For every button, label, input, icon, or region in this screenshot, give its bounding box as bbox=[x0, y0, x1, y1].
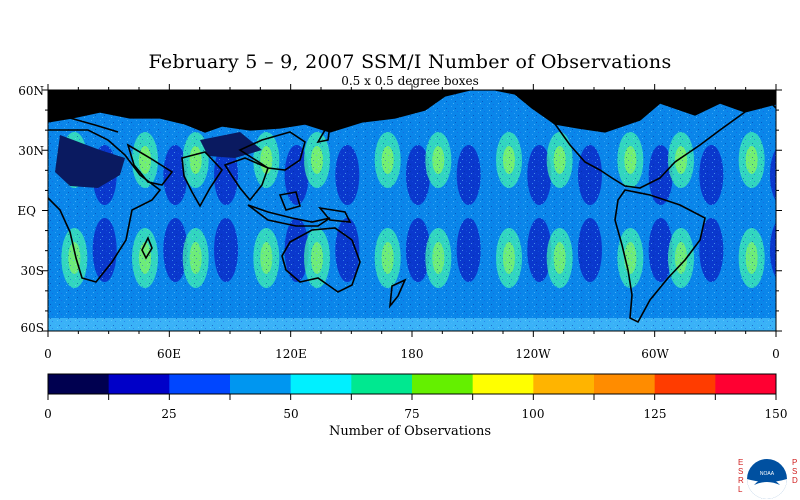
coast-madagascar bbox=[141, 236, 153, 260]
colorbar-swatch bbox=[594, 374, 656, 394]
colorbar-swatch bbox=[412, 374, 474, 394]
land-north bbox=[48, 90, 776, 133]
land-tibet bbox=[200, 132, 262, 158]
colorbar-swatch bbox=[230, 374, 292, 394]
colorbar-swatch bbox=[654, 374, 716, 394]
cb-label-100: 100 bbox=[522, 407, 545, 421]
colorbar-swatch bbox=[533, 374, 595, 394]
lat-label-60n: 60N bbox=[18, 84, 44, 98]
colorbar-swatch bbox=[472, 374, 534, 394]
noaa-bird bbox=[754, 478, 780, 485]
lon-label-60e: 60E bbox=[157, 347, 181, 361]
cb-label-25: 25 bbox=[161, 407, 176, 421]
colorbar-swatch bbox=[48, 374, 110, 394]
chart-subtitle: 0.5 x 0.5 degree boxes bbox=[341, 74, 479, 88]
lon-label-120w: 120W bbox=[515, 347, 551, 361]
lon-label-120e: 120E bbox=[275, 347, 307, 361]
cb-label-0: 0 bbox=[44, 407, 52, 421]
colorbar-swatch bbox=[169, 374, 231, 394]
colorbar-swatch bbox=[108, 374, 170, 394]
chart-title: February 5 – 9, 2007 SSM/I Number of Obs… bbox=[148, 51, 672, 73]
lat-label-eq: EQ bbox=[17, 204, 36, 218]
cb-label-75: 75 bbox=[404, 407, 419, 421]
coast-borneo bbox=[278, 191, 301, 211]
coast-new-guinea bbox=[318, 206, 352, 223]
coast-india bbox=[181, 151, 224, 208]
colorbar bbox=[48, 374, 777, 394]
cb-label-125: 125 bbox=[644, 407, 667, 421]
lat-label-30s: 30S bbox=[21, 264, 45, 278]
coast-s-america bbox=[614, 189, 706, 324]
land-sahara bbox=[55, 135, 125, 188]
lat-label-30n: 30N bbox=[18, 144, 44, 158]
coastlines bbox=[48, 95, 776, 324]
observation-map bbox=[48, 90, 776, 331]
lon-label-180: 180 bbox=[401, 347, 424, 361]
coast-europe bbox=[48, 109, 119, 133]
cb-label-150: 150 bbox=[765, 407, 788, 421]
colorbar-title: Number of Observations bbox=[328, 424, 492, 439]
colorbar-swatch bbox=[290, 374, 352, 394]
lat-label-60s: 60S bbox=[21, 321, 45, 335]
coast-se-asia bbox=[223, 157, 270, 202]
axis-ticks bbox=[42, 84, 782, 337]
land-masses bbox=[48, 90, 776, 188]
noaa-wave bbox=[747, 479, 787, 499]
coast-greenland bbox=[744, 95, 776, 109]
coast-africa bbox=[48, 129, 162, 283]
coast-new-zealand bbox=[388, 278, 407, 309]
swath-noise bbox=[48, 90, 776, 331]
cb-label-50: 50 bbox=[283, 407, 298, 421]
coast-japan bbox=[316, 122, 332, 144]
coast-australia bbox=[281, 227, 361, 293]
coast-indonesia bbox=[247, 204, 331, 227]
colorbar-swatch bbox=[351, 374, 413, 394]
lon-label-0: 0 bbox=[44, 347, 52, 361]
lon-label-60w: 60W bbox=[641, 347, 669, 361]
coast-arabia bbox=[126, 143, 174, 186]
colorbar-swatch bbox=[715, 374, 777, 394]
lon-label-0-end: 0 bbox=[772, 347, 780, 361]
colorbar-ticks bbox=[47, 394, 777, 400]
coast-n-america bbox=[519, 95, 746, 189]
coast-china bbox=[238, 131, 306, 171]
noaa-text: NOAA bbox=[760, 471, 775, 477]
